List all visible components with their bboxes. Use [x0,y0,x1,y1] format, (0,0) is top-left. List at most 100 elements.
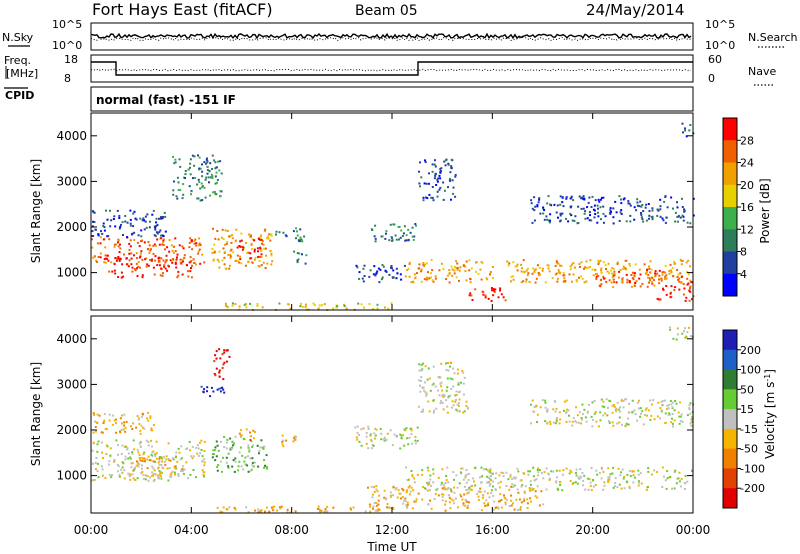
scatter-cell [411,474,414,477]
scatter-cell [423,182,426,185]
scatter-cell [413,273,416,276]
scatter-cell [242,468,245,471]
scatter-cell [430,484,432,487]
scatter-cell [231,234,234,237]
scatter-cell [549,203,552,206]
scatter-cell [637,481,640,484]
scatter-cell [614,273,617,276]
scatter-cell [488,470,491,473]
scatter-cell [198,441,201,444]
scatter-cell [458,269,461,272]
scatter-cell [652,399,655,402]
scatter-cell [202,473,205,476]
scatter-cell [607,478,610,481]
scatter-cell [407,228,410,231]
scatter-cell [526,267,529,270]
scatter-cell [264,267,267,269]
scatter-cell [620,212,623,215]
scatter-cell [687,273,690,276]
scatter-cell [225,447,228,450]
scatter-cell [504,503,507,506]
scatter-cell [637,480,640,483]
scatter-cell [190,193,192,196]
scatter-cell [122,462,125,465]
scatter-cell [237,469,240,472]
scatter-cell [599,206,602,209]
scatter-cell [298,240,301,242]
scatter-cell [621,281,624,284]
scatter-cell [554,422,557,425]
x-tick-label: 12:00 [375,523,410,537]
scatter-cell [431,196,434,199]
scatter-cell [424,487,426,490]
scatter-cell [493,500,496,503]
scatter-cell [105,444,108,447]
freq-frame [90,54,694,83]
scatter-cell [453,502,456,505]
scatter-cell [256,444,259,447]
scatter-cell [249,252,252,255]
scatter-cell [160,217,162,220]
scatter-cell [479,268,482,271]
scatter-cell [513,508,516,511]
scatter-cell [612,466,615,469]
scatter-cell [409,427,412,430]
scatter-cell [146,213,149,216]
scatter-cell [563,274,566,277]
scatter-cell [612,272,615,275]
x-axis-label: Time UT [366,540,417,554]
scatter-cell [257,255,260,258]
scatter-cell [411,235,414,238]
scatter-cell [600,218,602,221]
scatter-cell [129,478,132,481]
scatter-cell [154,244,157,247]
scatter-cell [465,260,468,263]
scatter-cell [240,262,243,265]
scatter-cell [102,422,105,424]
scatter-cell [583,281,586,284]
scatter-cell [621,277,624,279]
scatter-cell [219,390,222,393]
scatter-cell [231,441,234,444]
scatter-cell [386,432,389,435]
scatter-cell [616,261,619,264]
scatter-cell [432,382,435,385]
scatter-cell [671,406,674,409]
scatter-cell [612,286,615,289]
scatter-cell [467,491,470,494]
scatter-cell [487,502,490,505]
scatter-cell [627,202,630,205]
scatter-cell [671,487,673,490]
scatter-cell [413,500,416,503]
scatter-cell [546,410,549,413]
scatter-cell [266,467,268,470]
scatter-cell [91,449,94,452]
scatter-cell [198,156,201,159]
scatter-cell [462,503,465,506]
scatter-cell [600,278,603,281]
scatter-cell [123,421,126,424]
scatter-cell [121,263,124,266]
scatter-cell [155,225,158,227]
scatter-cell [260,256,263,258]
scatter-cell [633,409,636,412]
scatter-cell [503,496,506,499]
x-tick-label: 08:00 [274,523,309,537]
scatter-cell [420,280,423,283]
scatter-cell [491,472,494,475]
scatter-cell [127,452,130,455]
scatter-cell [502,471,505,474]
scatter-cell [624,398,627,401]
scatter-cell [464,504,467,507]
scatter-cell [494,477,497,480]
scatter-cell [533,269,536,271]
colorbar-tick-label: 4 [740,268,747,281]
scatter-cell [426,481,429,484]
scatter-cell [419,161,421,164]
scatter-cell [628,264,631,267]
scatter-cell [210,173,213,176]
scatter-cell [232,251,235,254]
scatter-cell [266,262,269,265]
scatter-cell [301,253,303,256]
scatter-cell [468,269,471,272]
